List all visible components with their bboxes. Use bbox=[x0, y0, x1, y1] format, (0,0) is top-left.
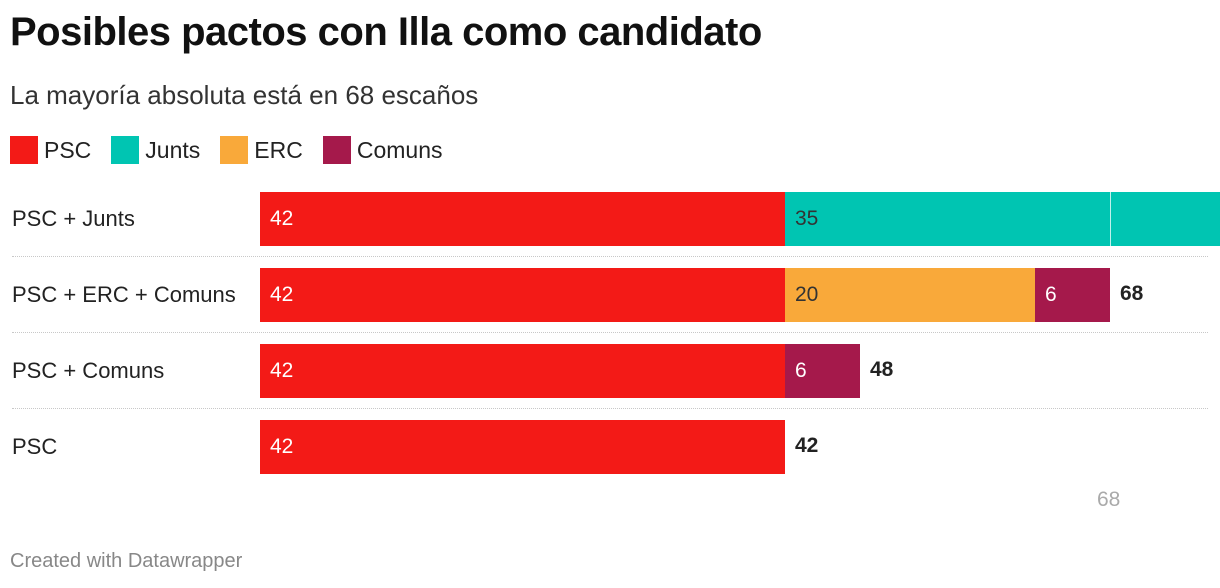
legend-swatch-erc bbox=[220, 136, 249, 164]
legend-item-psc: PSC bbox=[10, 136, 91, 164]
bar-comuns-psc-erc-comuns: 6 bbox=[1035, 268, 1110, 322]
bar-value-label: 35 bbox=[795, 207, 819, 230]
bar-value-label: 20 bbox=[795, 283, 819, 306]
legend-swatch-comuns bbox=[322, 136, 351, 164]
bar-value-label: 6 bbox=[795, 359, 807, 382]
legend-label-psc: PSC bbox=[44, 136, 92, 163]
bar-value-label: 42 bbox=[270, 359, 294, 382]
total-label-psc-comuns: 48 bbox=[870, 358, 894, 381]
bar-value-label: 42 bbox=[270, 435, 294, 458]
bar-value-label: 42 bbox=[270, 283, 294, 306]
bar-comuns-psc-comuns: 6 bbox=[785, 344, 860, 398]
total-label-psc: 42 bbox=[795, 434, 819, 457]
bar-erc-psc-erc-comuns: 20 bbox=[785, 268, 1035, 322]
row-divider bbox=[12, 256, 1208, 257]
majority-reference-line bbox=[1110, 192, 1111, 246]
majority-reference-label: 68 bbox=[1097, 488, 1121, 511]
bar-junts-psc-junts: 35 bbox=[785, 192, 1220, 246]
legend-item-comuns: Comuns bbox=[322, 136, 443, 164]
legend-label-comuns: Comuns bbox=[356, 136, 443, 163]
chart-title: Posibles pactos con Illa como candidato bbox=[10, 10, 762, 54]
legend-item-erc: ERC bbox=[220, 136, 303, 164]
row-divider bbox=[12, 332, 1208, 333]
bar-psc-psc: 42 bbox=[260, 420, 785, 474]
legend-label-junts: Junts bbox=[145, 136, 201, 163]
legend-swatch-junts bbox=[111, 136, 140, 164]
legend: PSC Junts ERC Comuns bbox=[10, 136, 463, 164]
legend-swatch-psc bbox=[10, 136, 38, 164]
legend-label-erc: ERC bbox=[254, 136, 303, 163]
bar-psc-psc-comuns: 42 bbox=[260, 344, 785, 398]
legend-item-junts: Junts bbox=[111, 136, 200, 164]
chart-subtitle: La mayoría absoluta está en 68 escaños bbox=[10, 80, 479, 110]
total-label-psc-erc-comuns: 68 bbox=[1120, 282, 1144, 305]
footer-credit: Created with Datawrapper bbox=[10, 550, 243, 572]
row-label-psc-erc-comuns: PSC + ERC + Comuns bbox=[12, 282, 236, 307]
bar-psc-psc-erc-comuns: 42 bbox=[260, 268, 785, 322]
bar-value-label: 42 bbox=[270, 207, 294, 230]
row-divider bbox=[12, 408, 1208, 409]
row-label-psc: PSC bbox=[12, 434, 58, 459]
row-label-psc-comuns: PSC + Comuns bbox=[12, 358, 165, 383]
bar-value-label: 6 bbox=[1045, 283, 1057, 306]
bar-psc-psc-junts: 42 bbox=[260, 192, 785, 246]
row-label-psc-junts: PSC + Junts bbox=[12, 206, 135, 231]
